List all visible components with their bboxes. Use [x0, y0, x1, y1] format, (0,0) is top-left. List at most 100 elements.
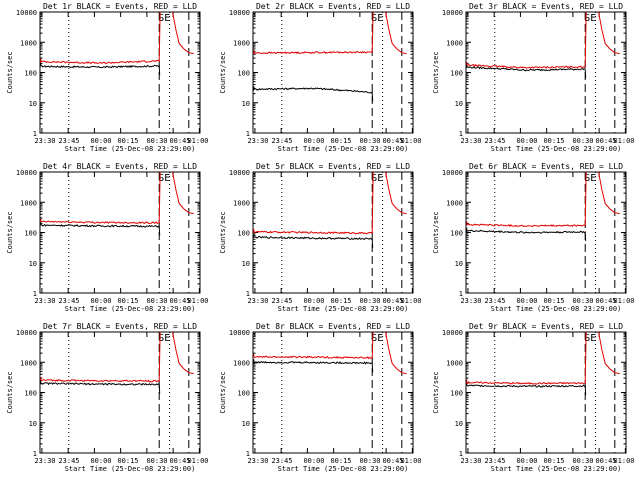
y-tick-label: 100: [450, 70, 463, 78]
x-tick-label: 00:30: [359, 297, 380, 305]
events-series-line: [466, 227, 587, 242]
se-annotation: SE: [584, 333, 596, 344]
y-tick-label: 1: [246, 130, 250, 138]
y-tick-label: 1: [33, 290, 37, 298]
x-tick-label: 00:45: [595, 457, 616, 465]
x-tick-label: 01:00: [187, 457, 208, 465]
x-tick-label: 00:45: [382, 137, 403, 145]
x-tick-label: 00:00: [516, 137, 537, 145]
x-tick-label: 00:15: [330, 457, 351, 465]
x-tick-label: 00:45: [169, 457, 190, 465]
chart-title: Det 6r BLACK = Events, RED = LLD: [469, 162, 623, 171]
y-axis-label: Counts/sec: [432, 371, 440, 413]
x-tick-label: 23:45: [271, 457, 292, 465]
events-series-line: [40, 380, 161, 394]
x-tick-label: 01:00: [613, 137, 634, 145]
x-tick-label: 00:45: [382, 297, 403, 305]
y-axis-label: Counts/sec: [6, 211, 14, 253]
x-axis-label: Start Time (25-Dec-08 23:29:00): [491, 465, 622, 473]
x-axis-label: Start Time (25-Dec-08 23:29:00): [65, 465, 196, 473]
se-annotation: SE: [371, 173, 383, 184]
chart-title: Det 5r BLACK = Events, RED = LLD: [256, 162, 410, 171]
x-tick-label: 00:15: [117, 137, 138, 145]
x-axis-label: Start Time (25-Dec-08 23:29:00): [278, 465, 409, 473]
x-tick-label: 01:00: [400, 137, 421, 145]
events-series-line: [466, 382, 587, 396]
x-tick-label: 00:00: [90, 137, 111, 145]
events-series-line: [253, 359, 374, 373]
y-tick-label: 10: [29, 420, 37, 428]
x-tick-label: 23:30: [247, 297, 268, 305]
events-series-line: [253, 234, 374, 248]
lld-series-line: [466, 172, 620, 228]
y-tick-label: 100: [450, 390, 463, 398]
x-tick-label: 23:45: [484, 297, 505, 305]
x-tick-label: 23:30: [34, 297, 55, 305]
lld-series-line: [466, 12, 620, 69]
x-tick-label: 23:45: [271, 297, 292, 305]
x-tick-label: 00:00: [303, 297, 324, 305]
y-tick-label: 1000: [20, 359, 37, 367]
y-tick-label: 100: [237, 70, 250, 78]
x-axis-label: Start Time (25-Dec-08 23:29:00): [491, 145, 622, 153]
chart-title: Det 7r BLACK = Events, RED = LLD: [43, 322, 197, 331]
lld-series-line: [40, 172, 194, 225]
y-tick-label: 1000: [233, 199, 250, 207]
x-tick-label: 23:45: [484, 457, 505, 465]
se-annotation: SE: [158, 173, 170, 184]
x-tick-label: 23:45: [58, 457, 79, 465]
y-tick-label: 1: [459, 450, 463, 458]
x-tick-label: 00:00: [90, 457, 111, 465]
x-tick-label: 00:00: [516, 457, 537, 465]
se-annotation: SE: [584, 173, 596, 184]
y-tick-label: 10: [242, 260, 250, 268]
x-tick-label: 00:15: [543, 297, 564, 305]
y-tick-label: 1000: [233, 39, 250, 47]
lld-series-line: [253, 12, 407, 55]
x-tick-label: 01:00: [613, 457, 634, 465]
y-tick-label: 10000: [442, 9, 463, 17]
x-tick-label: 00:15: [117, 297, 138, 305]
y-tick-label: 10: [455, 260, 463, 268]
y-tick-label: 100: [237, 390, 250, 398]
chart-title: Det 8r BLACK = Events, RED = LLD: [256, 322, 410, 331]
x-tick-label: 00:00: [303, 137, 324, 145]
x-tick-label: 23:30: [460, 457, 481, 465]
x-tick-label: 00:45: [595, 297, 616, 305]
lld-series-line: [466, 332, 620, 385]
x-tick-label: 23:30: [460, 297, 481, 305]
x-axis-label: Start Time (25-Dec-08 23:29:00): [65, 145, 196, 153]
y-tick-label: 10000: [16, 9, 37, 17]
y-axis-label: Counts/sec: [219, 211, 227, 253]
y-tick-label: 1000: [20, 199, 37, 207]
y-tick-label: 1: [459, 290, 463, 298]
y-tick-label: 100: [24, 390, 37, 398]
y-tick-label: 10000: [442, 169, 463, 177]
se-annotation: SE: [158, 13, 170, 24]
x-axis-label: Start Time (25-Dec-08 23:29:00): [278, 305, 409, 313]
y-tick-label: 1: [459, 130, 463, 138]
y-tick-label: 1: [33, 130, 37, 138]
y-tick-label: 1000: [233, 359, 250, 367]
y-axis-label: Counts/sec: [432, 211, 440, 253]
x-tick-label: 23:30: [247, 137, 268, 145]
x-tick-label: 23:30: [460, 137, 481, 145]
x-tick-label: 00:30: [359, 137, 380, 145]
x-tick-label: 00:30: [572, 457, 593, 465]
y-axis-label: Counts/sec: [6, 371, 14, 413]
y-tick-label: 10: [242, 420, 250, 428]
y-tick-label: 10000: [442, 329, 463, 337]
x-tick-label: 00:45: [595, 137, 616, 145]
x-tick-label: 23:45: [484, 137, 505, 145]
chart-title: Det 9r BLACK = Events, RED = LLD: [469, 322, 623, 331]
x-tick-label: 00:15: [543, 137, 564, 145]
x-tick-label: 01:00: [613, 297, 634, 305]
x-tick-label: 00:15: [543, 457, 564, 465]
se-annotation: SE: [584, 13, 596, 24]
x-tick-label: 00:30: [572, 297, 593, 305]
y-axis-label: Counts/sec: [219, 51, 227, 93]
se-annotation: SE: [371, 333, 383, 344]
x-tick-label: 01:00: [400, 297, 421, 305]
